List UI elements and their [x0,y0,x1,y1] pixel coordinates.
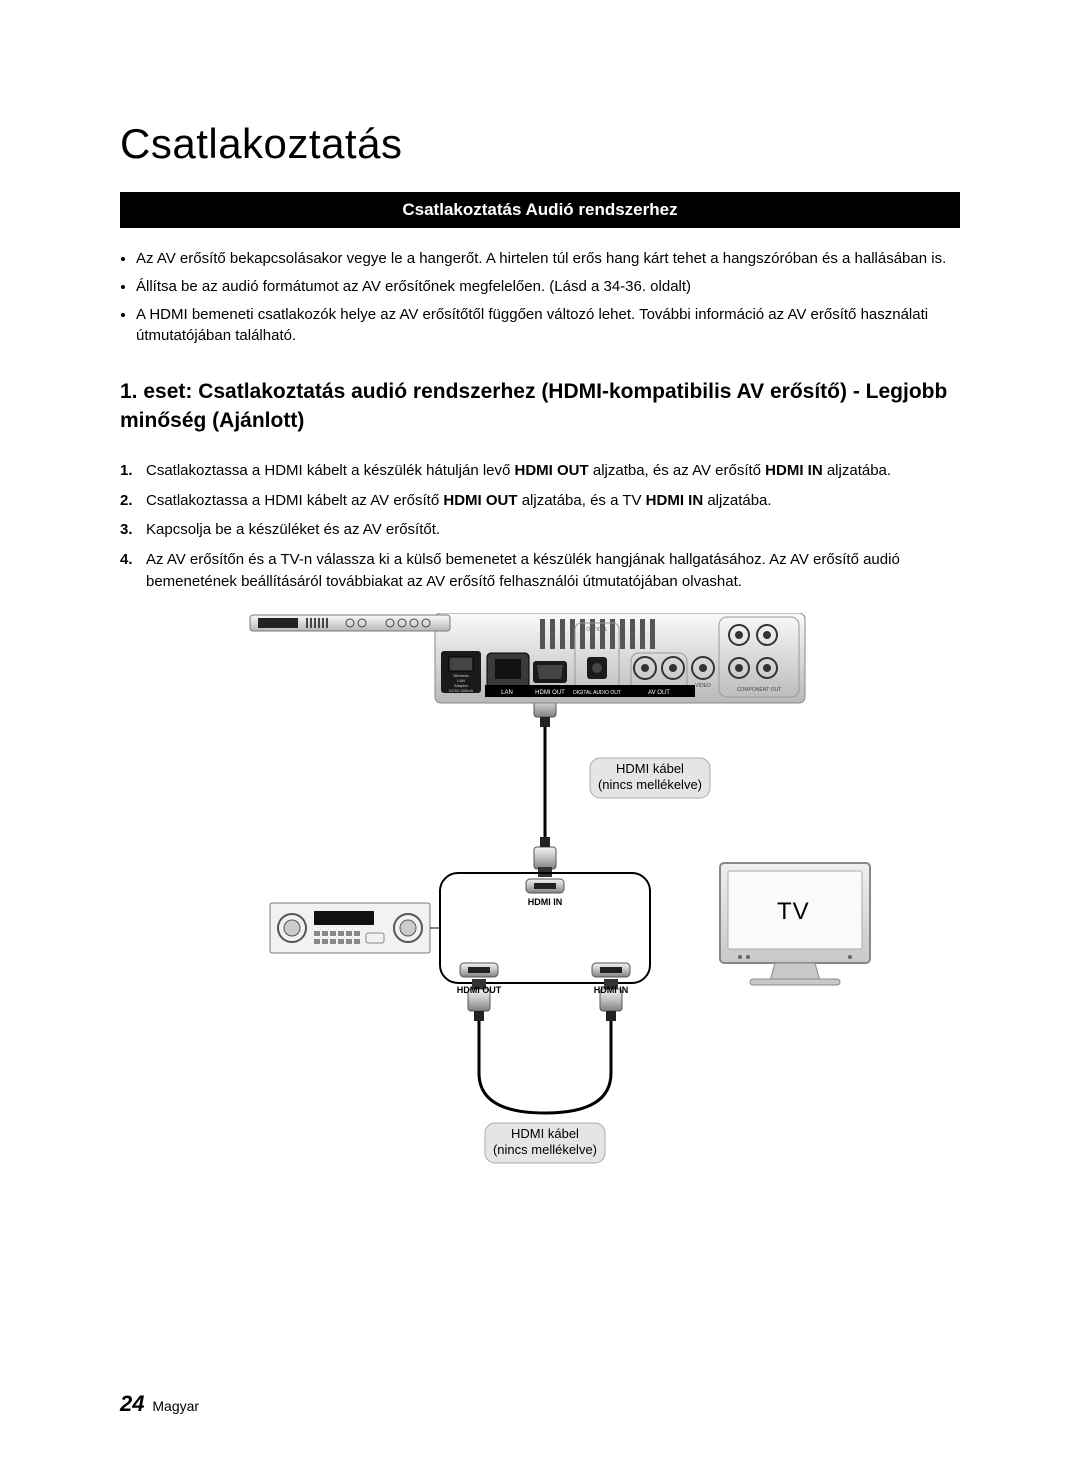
step-item: Az AV erősítőn és a TV-n válassza ki a k… [120,549,960,593]
svg-text:LAN: LAN [501,690,513,696]
step-bold: HDMI IN [765,462,823,479]
cable-label-line: HDMI kábel [616,761,684,776]
step-list: Csatlakoztassa a HDMI kábelt a készülék … [120,460,960,593]
cable-label-line: HDMI kábel [511,1126,579,1141]
note-bullet: Állítsa be az audió formátumot az AV erő… [136,276,960,298]
port-label-hdmi-in-bottom: HDMI IN [576,985,646,995]
note-bullets: Az AV erősítő bekapcsolásakor vegye le a… [120,248,960,347]
port-label-hdmi-in-top: HDMI IN [510,897,580,907]
note-bullet: Az AV erősítő bekapcsolásakor vegye le a… [136,248,960,270]
step-text: aljzatába. [703,492,771,509]
step-text: Csatlakoztassa a HDMI kábelt a készülék … [146,462,515,479]
case-title: 1. eset: Csatlakoztatás audió rendszerhe… [120,377,960,436]
step-item: Csatlakoztassa a HDMI kábelt a készülék … [120,460,960,482]
step-text: Az AV erősítőn és a TV-n válassza ki a k… [146,551,900,590]
port-label-hdmi-out: HDMI OUT [444,985,514,995]
svg-text:AV OUT: AV OUT [648,690,670,696]
cable-label-2: HDMI kábel (nincs mellékelve) [485,1126,605,1160]
page-lang: Magyar [152,1398,199,1414]
section-header-bar: Csatlakoztatás Audió rendszerhez [120,192,960,228]
cable-label-1: HDMI kábel (nincs mellékelve) [590,761,710,795]
step-text: aljzatba, és az AV erősítő [589,462,765,479]
svg-text:HDMI OUT: HDMI OUT [535,690,565,696]
svg-text:DIGITAL AUDIO OUT: DIGITAL AUDIO OUT [573,690,621,696]
step-text: Csatlakoztassa a HDMI kábelt az AV erősí… [146,492,443,509]
step-item: Kapcsolja be a készüléket és az AV erősí… [120,519,960,541]
svg-text:VIDEO: VIDEO [695,683,711,689]
svg-text:OPTICAL: OPTICAL [586,627,608,633]
tv-label: TV [777,898,810,926]
step-bold: HDMI OUT [443,492,517,509]
svg-text:COMPONENT OUT: COMPONENT OUT [737,687,781,693]
page-number: 24 [120,1391,144,1416]
step-text: Kapcsolja be a készüléket és az AV erősí… [146,521,440,538]
step-bold: HDMI IN [646,492,704,509]
cable-label-line: (nincs mellékelve) [598,777,702,792]
step-text: aljzatába. [823,462,891,479]
note-bullet: A HDMI bemeneti csatlakozók helye az AV … [136,304,960,348]
svg-text:DC5V 500mA: DC5V 500mA [449,688,474,693]
page-footer: 24 Magyar [120,1391,199,1417]
step-bold: HDMI OUT [515,462,589,479]
step-text: aljzatába, és a TV [518,492,646,509]
page-title: Csatlakoztatás [120,120,960,168]
cable-label-line: (nincs mellékelve) [493,1142,597,1157]
step-item: Csatlakoztassa a HDMI kábelt az AV erősí… [120,490,960,512]
connection-diagram: LAN HDMI OUT DIGITAL AUDIO OUT AV OUT OP… [190,613,890,1193]
